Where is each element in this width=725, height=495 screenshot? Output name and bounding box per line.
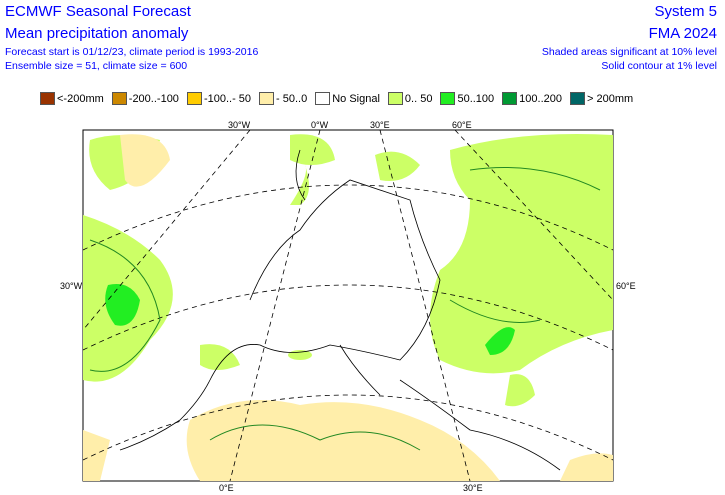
legend-label: -200..-100 — [128, 92, 179, 105]
legend-swatch — [111, 92, 127, 105]
chart-title: ECMWF Seasonal Forecast — [5, 3, 191, 20]
system-label: System 5 — [654, 3, 717, 20]
legend-item: <-200mm — [40, 92, 104, 105]
lon-label-right: 60°E — [616, 281, 636, 291]
legend-label: -100..- 50 — [203, 92, 252, 105]
graticule — [83, 130, 613, 481]
legend-item: > 200mm — [569, 92, 634, 105]
significance-contours — [89, 167, 601, 451]
legend-label: 100..200 — [519, 92, 562, 105]
strong-positive-areas — [105, 284, 515, 355]
lon-label-bottom: 30°E — [463, 483, 483, 493]
legend-item: No Signal — [315, 92, 380, 105]
chart-subtitle: Mean precipitation anomaly — [5, 25, 189, 42]
legend-label: No Signal — [332, 92, 380, 105]
legend-label: 50..100 — [457, 92, 495, 105]
legend-swatch — [186, 92, 202, 105]
lon-label-top: 0°W — [311, 120, 329, 130]
coastlines — [119, 149, 561, 471]
legend-label: - 50..0 — [276, 92, 308, 105]
ensemble-info: Ensemble size = 51, climate size = 600 — [5, 60, 188, 72]
legend-swatch — [387, 92, 403, 105]
significance-shaded: Shaded areas significant at 10% level — [541, 46, 717, 58]
legend: <-200mm -200..-100 -100..- 50 - 50..0 No Sig… — [40, 92, 641, 105]
legend-item: 50..100 — [440, 92, 494, 105]
lon-label-top: 30°E — [370, 120, 390, 130]
forecast-info: Forecast start is 01/12/23, climate peri… — [5, 46, 259, 58]
legend-swatch — [569, 92, 585, 105]
legend-item: 100..200 — [502, 92, 562, 105]
legend-swatch — [259, 92, 275, 105]
lon-label-bottom: 0°E — [219, 483, 234, 493]
lon-label-left: 30°W — [60, 281, 83, 291]
legend-item: -200..-100 — [111, 92, 179, 105]
legend-label: > 200mm — [586, 92, 634, 105]
legend-swatch — [502, 92, 518, 105]
legend-item: -100..- 50 — [186, 92, 252, 105]
legend-item: - 50..0 — [259, 92, 307, 105]
legend-swatch — [440, 92, 456, 105]
significance-contour: Solid contour at 1% level — [601, 60, 717, 72]
legend-item: 0.. 50 — [387, 92, 433, 105]
legend-label: <-200mm — [57, 92, 104, 105]
negative-anomaly-areas — [83, 134, 613, 481]
lon-label-top: 30°W — [228, 120, 251, 130]
legend-label: 0.. 50 — [404, 92, 433, 105]
legend-swatch — [40, 92, 55, 105]
legend-swatch — [315, 92, 331, 105]
period-label: FMA 2024 — [648, 25, 717, 42]
lon-label-top: 60°E — [452, 120, 472, 130]
